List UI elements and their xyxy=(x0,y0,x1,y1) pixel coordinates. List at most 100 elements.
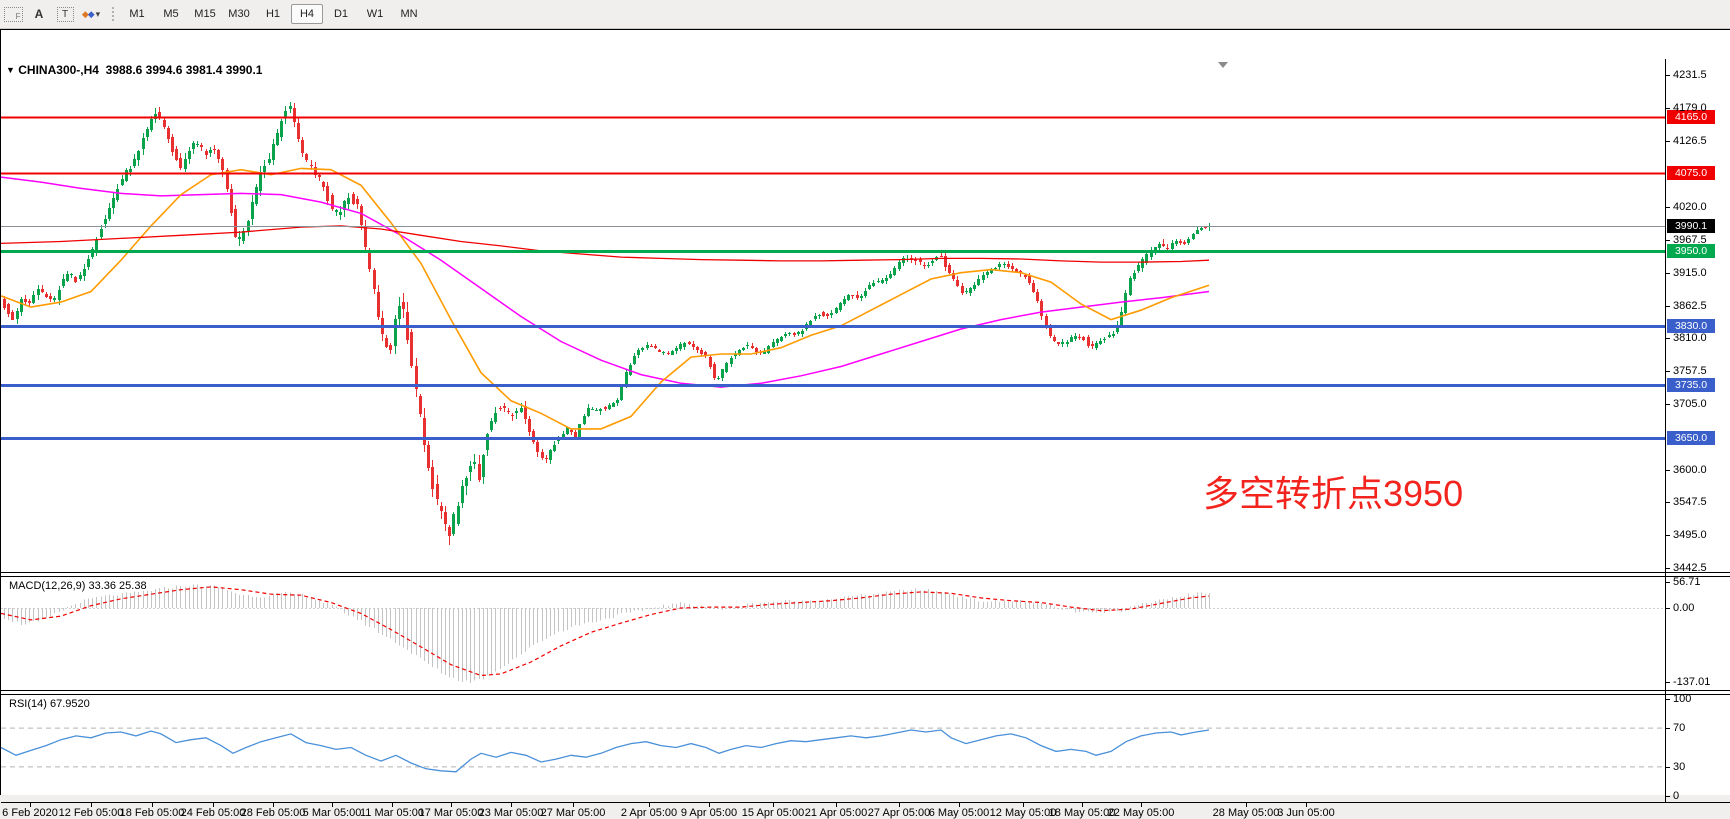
rsi-axis-tick xyxy=(1666,796,1670,797)
price-axis-tick-label: 3495.0 xyxy=(1673,529,1707,541)
price-axis-tick-label: 3810.0 xyxy=(1673,332,1707,344)
price-axis-tick-label: 3967.5 xyxy=(1673,234,1707,246)
price-axis-tick xyxy=(1666,108,1670,109)
date-label: 28 May 05:00 xyxy=(1212,807,1280,819)
price-line-badge-3950.0: 3950.0 xyxy=(1667,244,1715,258)
timeframe-button-h1[interactable]: H1 xyxy=(265,8,281,20)
price-axis-tick xyxy=(1666,207,1670,208)
period-separators-tool[interactable]: F xyxy=(2,4,24,24)
price-axis-tick-label: 3705.0 xyxy=(1673,398,1707,410)
price-line-badge-3830.0: 3830.0 xyxy=(1667,319,1715,333)
text-box-tool[interactable]: T xyxy=(54,4,76,24)
date-label: 18 May 05:00 xyxy=(1048,807,1116,819)
title-arrow-icon: ▼ xyxy=(6,65,15,75)
price-axis-separator xyxy=(1665,59,1666,802)
rsi-label: RSI(14) 67.9520 xyxy=(9,698,90,710)
rsi-axis-tick-label: 0 xyxy=(1673,790,1680,802)
timeframe-toolbar: M1 M5 M15 M30 H1 H4 D1 W1 MN xyxy=(121,4,425,24)
timeframe-button-d1[interactable]: D1 xyxy=(333,8,349,20)
date-label: 22 May 05:00 xyxy=(1107,807,1175,819)
f-tool-icon: F xyxy=(3,6,23,22)
price-axis-tick xyxy=(1666,502,1670,503)
price-axis-tick xyxy=(1666,75,1670,76)
rsi-axis-tick xyxy=(1666,699,1670,700)
rsi-axis-tick xyxy=(1666,767,1670,768)
date-label: 6 Feb 2020 xyxy=(2,807,58,819)
shapes-icon: ◆◆ xyxy=(81,8,95,19)
chart-window: ▼ CHINA300-,H4 3988.6 3994.6 3981.4 3990… xyxy=(0,29,1730,819)
macd-panel-canvas[interactable] xyxy=(1,577,1665,691)
letter-a-icon: A xyxy=(34,7,44,21)
timeframe-button-m15[interactable]: M15 xyxy=(194,8,216,20)
timeframe-button-mn[interactable]: MN xyxy=(400,8,418,20)
main-chart-canvas[interactable] xyxy=(1,60,1665,573)
text-label-tool[interactable]: A xyxy=(28,4,50,24)
symbol-label: CHINA300-,H4 xyxy=(18,63,99,77)
toolbar: F A T ◆◆ ▾ M1 M5 M15 M30 H1 H4 D1 W1 MN xyxy=(0,0,1730,29)
date-label: 5 Mar 05:00 xyxy=(302,807,362,819)
timeframe-button-h4[interactable]: H4 xyxy=(291,4,323,24)
price-axis-tick-label: 4231.5 xyxy=(1673,69,1707,81)
date-label: 18 Feb 05:00 xyxy=(119,807,185,819)
rsi-axis-tick-label: 30 xyxy=(1673,761,1686,773)
date-axis-separator xyxy=(1,802,1730,803)
price-axis-tick xyxy=(1666,338,1670,339)
date-label: 21 Apr 05:00 xyxy=(804,807,868,819)
price-axis-tick-label: 3547.5 xyxy=(1673,496,1707,508)
date-label: 11 Mar 05:00 xyxy=(359,807,425,819)
toolbar-grip[interactable] xyxy=(110,5,115,23)
ohlc-values: 3988.6 3994.6 3981.4 3990.1 xyxy=(105,63,263,77)
price-line-badge-4075.0: 4075.0 xyxy=(1667,166,1715,180)
price-axis-tick xyxy=(1666,371,1670,372)
price-axis-tick-label: 4020.0 xyxy=(1673,201,1707,213)
date-label: 15 Apr 05:00 xyxy=(741,807,805,819)
letter-t-icon: T xyxy=(56,6,74,22)
price-axis-tick-label: 4126.5 xyxy=(1673,135,1707,147)
date-label: 27 Mar 05:00 xyxy=(540,807,606,819)
price-axis-tick-label: 3862.5 xyxy=(1673,300,1707,312)
price-axis-tick xyxy=(1666,141,1670,142)
rsi-axis-tick xyxy=(1666,728,1670,729)
timeframe-button-m1[interactable]: M1 xyxy=(129,8,145,20)
date-label: 12 Feb 05:00 xyxy=(58,807,124,819)
macd-axis-tick-label: -137.01 xyxy=(1673,676,1711,688)
price-axis-tick-label: 3600.0 xyxy=(1673,464,1707,476)
price-axis-tick-label: 3442.5 xyxy=(1673,562,1707,574)
price-line-badge-3650.0: 3650.0 xyxy=(1667,431,1715,445)
rsi-axis-tick-label: 100 xyxy=(1673,693,1692,705)
price-axis-tick-label: 3757.5 xyxy=(1673,365,1707,377)
macd-axis-tick-label: 0.00 xyxy=(1673,602,1695,614)
price-axis-tick-label: 4179.0 xyxy=(1673,102,1707,114)
price-axis-tick xyxy=(1666,306,1670,307)
date-label: 9 Apr 05:00 xyxy=(680,807,738,819)
price-line-badge-4165.0: 4165.0 xyxy=(1667,110,1715,124)
rsi-axis-tick-label: 70 xyxy=(1673,722,1686,734)
date-label: 27 Apr 05:00 xyxy=(867,807,931,819)
macd-axis-tick xyxy=(1666,682,1670,683)
price-axis-tick xyxy=(1666,240,1670,241)
date-label: 23 Mar 05:00 xyxy=(478,807,544,819)
shapes-dropdown-caret-icon[interactable]: ▾ xyxy=(95,8,101,19)
macd-label: MACD(12,26,9) 33.36 25.38 xyxy=(9,580,147,592)
timeframe-button-m5[interactable]: M5 xyxy=(163,8,179,20)
timeframe-button-w1[interactable]: W1 xyxy=(366,8,384,20)
macd-axis-tick-label: 56.71 xyxy=(1673,576,1701,588)
chart-shift-marker-icon[interactable] xyxy=(1218,62,1228,68)
rsi-splitter[interactable] xyxy=(1,690,1730,695)
price-axis-tick xyxy=(1666,470,1670,471)
date-label: 3 Jun 05:00 xyxy=(1277,807,1335,819)
annotation-text[interactable]: 多空转折点3950 xyxy=(1203,473,1464,514)
macd-axis-tick xyxy=(1666,582,1670,583)
timeframe-button-m30[interactable]: M30 xyxy=(228,8,250,20)
shapes-tool[interactable]: ◆◆ ▾ xyxy=(80,4,102,24)
price-axis-tick-label: 3915.0 xyxy=(1673,267,1707,279)
date-label: 28 Feb 05:00 xyxy=(240,807,306,819)
price-line-badge-3735.0: 3735.0 xyxy=(1667,378,1715,392)
price-line-badge-3990.1: 3990.1 xyxy=(1667,219,1715,233)
date-label: 6 May 05:00 xyxy=(928,807,990,819)
macd-axis-tick xyxy=(1666,608,1670,609)
price-axis-tick xyxy=(1666,404,1670,405)
rsi-panel-canvas[interactable] xyxy=(1,695,1665,802)
price-axis-tick xyxy=(1666,568,1670,569)
macd-splitter[interactable] xyxy=(1,572,1730,577)
